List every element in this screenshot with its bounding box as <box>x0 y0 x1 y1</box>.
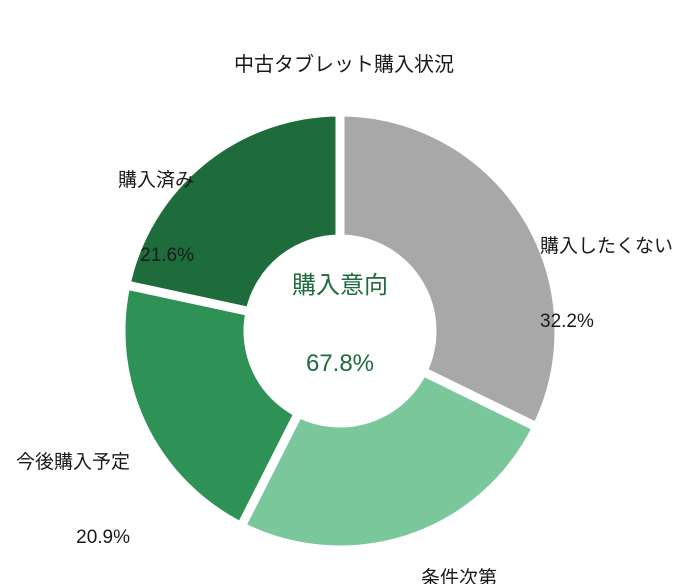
segment-name: 今後購入予定 <box>15 452 130 473</box>
donut-segment-dont-want-to-buy <box>335 107 564 434</box>
segment-name: 購入済み <box>117 170 194 191</box>
donut-segment-plan-to-buy-later <box>116 279 305 533</box>
center-label-text: 購入意向 <box>292 272 388 299</box>
center-label-percent: 67.8% <box>305 350 375 377</box>
segment-label-depends-on-conditions: 条件次第 25.2% <box>421 516 497 584</box>
segment-percent: 20.9% <box>76 527 130 548</box>
segment-name: 条件次第 <box>421 568 498 584</box>
donut-segment-depends-on-conditions <box>235 365 543 555</box>
chart-title-text: 中古タブレット購入状況 <box>234 54 454 76</box>
segment-label-already-purchased: 購入済み 21.6% <box>58 118 194 318</box>
donut-center-label: 購入意向 67.8% <box>292 221 388 429</box>
segment-percent: 21.6% <box>140 245 194 266</box>
segment-label-dont-want-to-buy: 購入したくない 32.2% <box>540 184 673 384</box>
segment-label-plan-to-buy-later: 今後購入予定 20.9% <box>0 400 130 584</box>
segment-percent: 32.2% <box>540 311 594 332</box>
segment-name: 購入したくない <box>540 236 674 257</box>
donut-segment-already-purchased <box>120 107 345 317</box>
